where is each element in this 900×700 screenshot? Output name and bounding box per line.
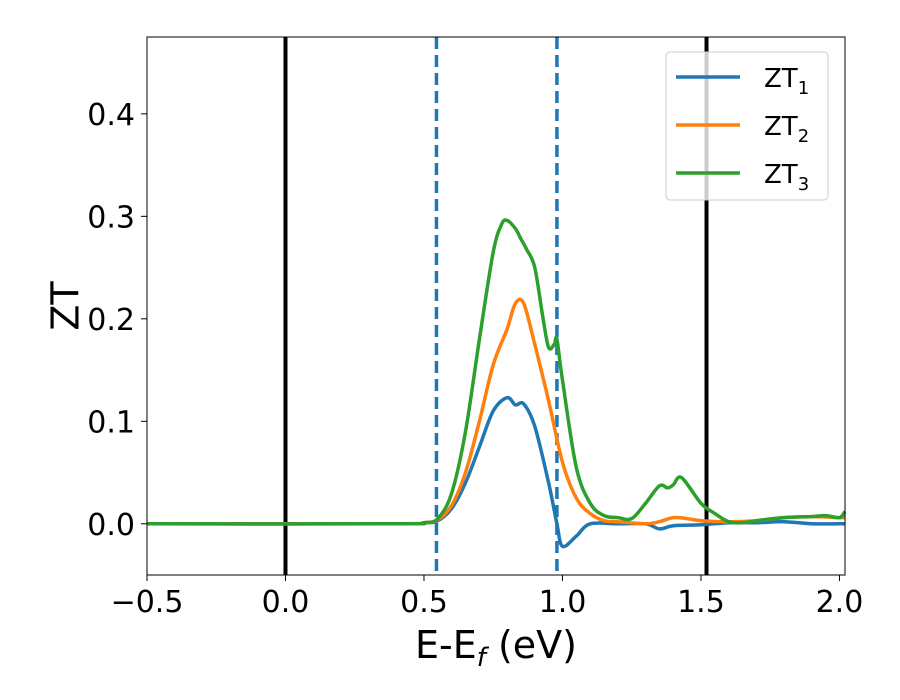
- legend-label-subscript: 3: [798, 174, 809, 195]
- legend-box: [665, 51, 829, 201]
- series-layer: [146, 218, 847, 549]
- y-axis-title: ZT: [44, 281, 88, 331]
- y-tick-label: 0.1: [87, 405, 135, 440]
- y-axis: 0.0 0.1 0.2 0.3 0.4: [87, 98, 147, 543]
- legend-label-zt2: ZT2: [764, 112, 809, 147]
- x-tick-label: 1.0: [539, 585, 587, 620]
- x-axis-title: E-Ef (eV): [415, 623, 577, 673]
- x-axis-title-main: E-E: [415, 623, 477, 667]
- legend-label-subscript: 2: [798, 126, 809, 147]
- legend-label-main: ZT: [764, 160, 798, 190]
- series-line-zt3: [146, 218, 847, 526]
- y-tick-label: 0.3: [87, 200, 135, 235]
- x-tick-label: 0.5: [400, 585, 448, 620]
- x-tick-label: 0.0: [262, 585, 310, 620]
- y-tick-label: 0.0: [87, 508, 135, 543]
- y-tick-label: 0.2: [87, 303, 135, 338]
- x-tick-label: −0.5: [111, 585, 184, 620]
- plot-frame: [146, 36, 846, 576]
- x-tick-label: 2.0: [816, 585, 864, 620]
- legend-label-main: ZT: [764, 112, 798, 142]
- x-tick-label: 1.5: [677, 585, 725, 620]
- legend-label-zt1: ZT1: [764, 64, 809, 99]
- legend-label-zt3: ZT3: [764, 160, 809, 195]
- legend-label-subscript: 1: [798, 78, 809, 99]
- x-axis: −0.5 0.0 0.5 1.0 1.5 2.0: [111, 575, 864, 620]
- y-tick-label: 0.4: [87, 98, 135, 133]
- x-axis-title-unit: (eV): [486, 623, 577, 667]
- legend-label-main: ZT: [764, 64, 798, 94]
